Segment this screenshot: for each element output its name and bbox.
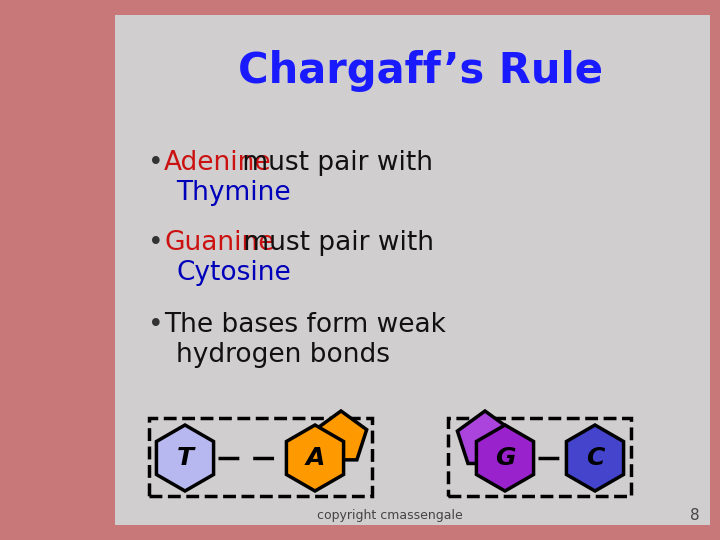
Text: must pair with: must pair with <box>235 230 434 256</box>
Text: hydrogen bonds: hydrogen bonds <box>176 342 390 368</box>
Text: G: G <box>495 446 516 470</box>
Text: A: A <box>305 446 325 470</box>
Text: The bases form weak: The bases form weak <box>164 312 446 338</box>
FancyBboxPatch shape <box>115 15 710 525</box>
Polygon shape <box>457 411 513 463</box>
Text: Chargaff’s Rule: Chargaff’s Rule <box>238 50 603 92</box>
Text: T: T <box>176 446 194 470</box>
Text: •: • <box>148 230 163 256</box>
Polygon shape <box>477 425 534 491</box>
Text: C: C <box>586 446 604 470</box>
Polygon shape <box>567 425 624 491</box>
Polygon shape <box>315 411 366 460</box>
Text: Thymine: Thymine <box>176 180 291 206</box>
Text: •: • <box>148 150 163 176</box>
Text: Adenine: Adenine <box>164 150 271 176</box>
Polygon shape <box>156 425 214 491</box>
Text: must pair with: must pair with <box>234 150 433 176</box>
Text: Guanine: Guanine <box>164 230 274 256</box>
Polygon shape <box>287 425 343 491</box>
Text: •: • <box>148 312 163 338</box>
Text: 8: 8 <box>690 509 700 523</box>
Text: copyright cmassengale: copyright cmassengale <box>317 510 463 523</box>
Text: Cytosine: Cytosine <box>176 260 291 286</box>
